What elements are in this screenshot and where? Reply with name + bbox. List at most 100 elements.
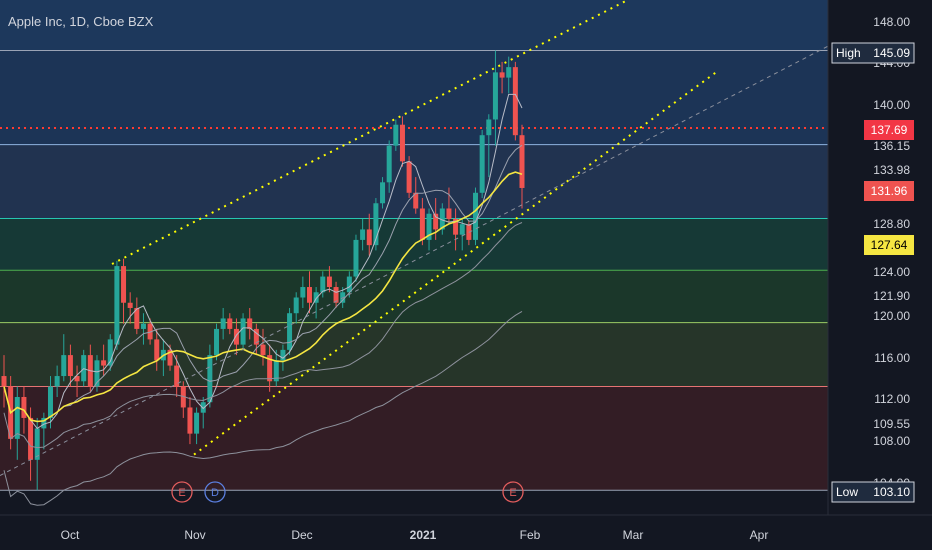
candle-body — [506, 67, 512, 78]
candle-body — [247, 318, 253, 329]
candle-body — [14, 396, 20, 439]
fib-zone — [0, 50, 828, 145]
candle-body — [273, 360, 279, 382]
event-marker-label: E — [509, 487, 516, 499]
candle-body — [439, 208, 445, 230]
fib-zone — [0, 0, 828, 51]
channel-lower-line — [193, 71, 717, 456]
time-tick-label: Nov — [184, 528, 205, 542]
candle-body — [459, 224, 465, 235]
low-value: 103.10 — [873, 485, 910, 499]
ma-fast-line — [3, 93, 523, 430]
candle-body — [366, 229, 372, 246]
candle-body — [300, 287, 306, 298]
price-tick-label: 112.00 — [874, 392, 910, 406]
candle-body — [519, 135, 525, 188]
price-tick-label: 133.98 — [873, 163, 910, 177]
candle-body — [21, 396, 27, 418]
candle-body — [1, 376, 7, 387]
candle-body — [499, 72, 505, 78]
candle-body — [287, 313, 293, 350]
candle-body — [220, 318, 226, 329]
candle-body — [260, 344, 266, 356]
candle-body — [61, 355, 67, 377]
candle-body — [419, 208, 425, 240]
candle-body — [194, 412, 200, 434]
trend-dashed-line — [0, 45, 829, 476]
candle-body — [180, 386, 186, 408]
low-label: Low — [836, 485, 858, 499]
candle-body — [107, 339, 113, 366]
high-label: High — [836, 46, 861, 60]
candle-body — [399, 124, 405, 162]
candle-body — [320, 276, 326, 293]
candle-body — [446, 208, 452, 219]
candle-body — [67, 355, 73, 377]
candle-body — [54, 376, 60, 387]
candle-body — [227, 318, 233, 329]
time-tick-label: Feb — [520, 528, 541, 542]
candle-body — [267, 355, 273, 382]
candle-body — [140, 323, 146, 329]
time-tick-label: 2021 — [410, 528, 437, 542]
high-badge — [831, 42, 915, 64]
candle-body — [134, 307, 140, 329]
ma-slower-line — [3, 310, 523, 506]
ma-medium-line — [3, 144, 523, 422]
candle-body — [47, 386, 53, 418]
event-marker-label: D — [211, 487, 219, 499]
candle-body — [406, 161, 412, 193]
chart-title: Apple Inc, 1D, Cboe BZX — [8, 14, 154, 29]
price-badge — [864, 120, 914, 140]
candle-body — [187, 407, 193, 434]
price-axis-panel — [828, 0, 932, 550]
candle-body — [486, 119, 492, 136]
event-marker-icon — [171, 481, 193, 503]
time-tick-label: Oct — [61, 528, 80, 542]
candle-body — [34, 428, 40, 460]
price-tick-label: 109.55 — [873, 417, 910, 431]
candle-body — [101, 360, 107, 366]
candle-body — [114, 266, 120, 345]
channel-upper-line — [111, 0, 630, 265]
candle-body — [386, 145, 392, 183]
time-tick-label: Apr — [750, 528, 769, 542]
price-badge-text: 131.96 — [871, 184, 908, 198]
candle-body — [326, 276, 332, 288]
candle-body — [28, 417, 34, 460]
candle-body — [240, 318, 246, 345]
price-badge-text: 127.64 — [871, 238, 908, 252]
candle-body — [473, 192, 479, 240]
event-marker-icon — [502, 481, 524, 503]
time-axis-panel — [0, 515, 932, 550]
price-tick-label: 140.00 — [873, 98, 910, 112]
price-tick-label: 124.00 — [873, 265, 910, 279]
ma-yellow-line — [3, 171, 523, 423]
event-marker-label: E — [178, 487, 185, 499]
price-tick-label: 116.00 — [874, 351, 910, 365]
candle-body — [333, 287, 339, 303]
candle-body — [413, 192, 419, 209]
candle-body — [154, 339, 160, 361]
candle-body — [127, 302, 133, 308]
candle-body — [41, 417, 47, 429]
fib-zone — [0, 322, 828, 387]
candle-body — [373, 203, 379, 246]
price-tick-label: 136.15 — [873, 139, 910, 153]
candle-body — [492, 72, 498, 120]
price-tick-label: 121.90 — [873, 289, 910, 303]
candle-body — [253, 328, 259, 345]
candle-body — [512, 67, 518, 136]
candle-body — [167, 349, 173, 366]
candle-body — [207, 355, 213, 403]
price-tick-label: 108.00 — [873, 434, 910, 448]
candle-body — [353, 239, 359, 277]
high-value: 145.09 — [873, 46, 910, 60]
low-badge — [831, 481, 915, 503]
candle-body — [94, 360, 100, 387]
candle-body — [433, 213, 439, 230]
time-tick-label: Mar — [623, 528, 644, 542]
candle-body — [214, 328, 220, 356]
